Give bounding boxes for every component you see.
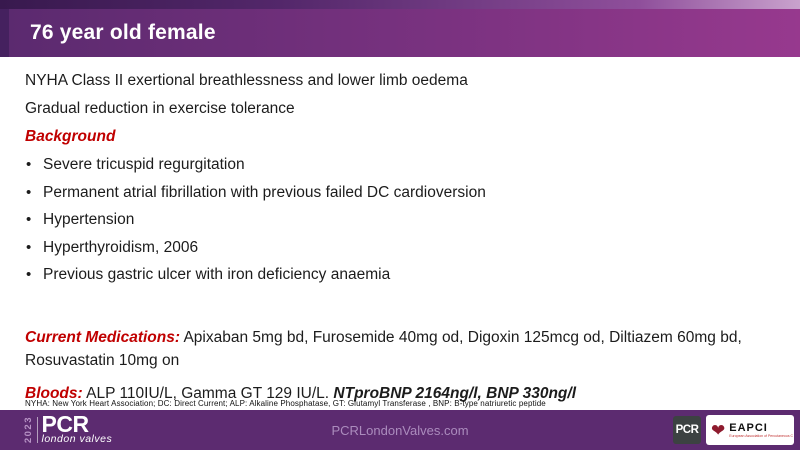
pcr-badge-logo: PCR [673,416,701,444]
top-gradient-band [0,0,800,9]
heart-icon: ❤ [711,420,726,440]
intro-line-2: Gradual reduction in exercise tolerance [25,100,295,117]
footer-logos: PCR ❤ EAPCI European Association of Perc… [673,415,794,445]
background-heading: Background [25,128,116,145]
eapci-tagline: European Association of Percutaneous Car… [729,433,794,438]
intro-line-1: NYHA Class II exertional breathlessness … [25,72,468,89]
bloods-paragraph: Bloods: ALP 110IU/L, Gamma GT 129 IU/L. … [25,382,772,405]
slide-body: NYHA Class II exertional breathlessness … [0,57,800,410]
london-valves-label: london valves [41,433,113,445]
pcr-london-valves-logo: 2023 PCR london valves [23,410,113,450]
bullet-item: Previous gastric ulcer with iron deficie… [25,261,772,289]
bullet-item: Hypertension [25,206,772,234]
left-accent-band [0,9,9,57]
eapci-name: EAPCI [729,421,768,434]
year-vertical-label: 2023 [23,416,34,444]
eapci-logo: ❤ EAPCI European Association of Percutan… [706,415,794,445]
bullet-item: Hyperthyroidism, 2006 [25,234,772,262]
logo-divider [36,417,38,443]
slide-header: 76 year old female [9,9,800,57]
bullet-item: Severe tricuspid regurgitation [25,151,772,179]
pcr-logo-text: PCR [41,411,90,437]
abbreviations-footnote: NYHA: New York Heart Association; DC: Di… [25,399,546,408]
bullet-item: Permanent atrial fibrillation with previ… [25,179,772,207]
pcr-logo-stack: PCR london valves [41,411,113,445]
current-medications-paragraph: Current Medications: Apixaban 5mg bd, Fu… [25,326,772,372]
bloods-highlight: NTproBNP 2164ng/l, BNP 330ng/l [333,384,577,402]
slide-footer: 2023 PCR london valves PCRLondonValves.c… [0,410,800,450]
bloods-text: ALP 110IU/L, Gamma GT 129 IU/L. [82,384,334,402]
background-bullet-list: Severe tricuspid regurgitation Permanent… [25,151,772,289]
slide-title: 76 year old female [30,21,216,44]
medications-text: Apixaban 5mg bd, Furosemide 40mg od, Dig… [25,328,742,369]
bloods-label: Bloods: [25,384,83,402]
eapci-text-block: EAPCI European Association of Percutaneo… [729,422,793,439]
medications-label: Current Medications: [25,328,181,346]
